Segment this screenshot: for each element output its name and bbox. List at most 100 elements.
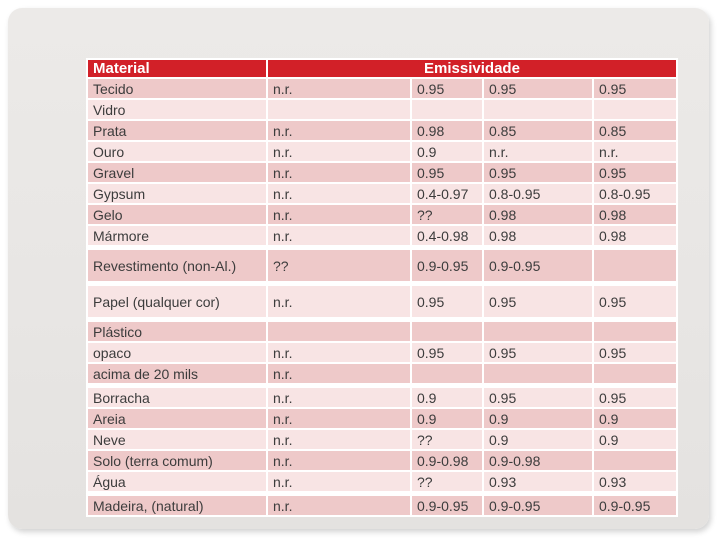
table-row: Gypsum n.r. 0.4-0.97 0.8-0.95 0.8-0.95 bbox=[88, 184, 676, 203]
cell-material: Ouro bbox=[88, 142, 266, 161]
cell-value: n.r. bbox=[268, 184, 410, 203]
cell-value: 0.9-0.98 bbox=[412, 451, 482, 470]
cell-value: 0.98 bbox=[484, 226, 592, 245]
cell-value bbox=[268, 322, 410, 341]
cell-value: 0.9 bbox=[594, 409, 676, 428]
cell-value bbox=[594, 364, 676, 383]
cell-value: 0.95 bbox=[484, 286, 592, 317]
table-row: Gelo n.r. ?? 0.98 0.98 bbox=[88, 205, 676, 224]
column-header-emissividade: Emissividade bbox=[268, 60, 676, 77]
cell-value: n.r. bbox=[484, 142, 592, 161]
table-row: acima de 20 mils n.r. bbox=[88, 364, 676, 383]
cell-value: 0.95 bbox=[484, 343, 592, 362]
cell-material: Plástico bbox=[88, 322, 266, 341]
table-row: Plástico bbox=[88, 322, 676, 341]
cell-material: Revestimento (non-Al.) bbox=[88, 250, 266, 281]
cell-value: 0.9-0.95 bbox=[412, 496, 482, 515]
cell-value: ?? bbox=[412, 205, 482, 224]
cell-value: 0.9 bbox=[594, 430, 676, 449]
table-row: Revestimento (non-Al.) ?? 0.9-0.95 0.9-0… bbox=[88, 250, 676, 281]
cell-value: 0.95 bbox=[594, 286, 676, 317]
cell-material: Borracha bbox=[88, 388, 266, 407]
cell-value bbox=[484, 364, 592, 383]
cell-value: 0.9 bbox=[412, 388, 482, 407]
cell-material: Água bbox=[88, 472, 266, 491]
cell-value: 0.95 bbox=[484, 79, 592, 98]
table-row: Papel (qualquer cor) n.r. 0.95 0.95 0.95 bbox=[88, 286, 676, 317]
cell-material: Areia bbox=[88, 409, 266, 428]
table-row: opaco n.r. 0.95 0.95 0.95 bbox=[88, 343, 676, 362]
table-row: Tecido n.r. 0.95 0.95 0.95 bbox=[88, 79, 676, 98]
table-row: Prata n.r. 0.98 0.85 0.85 bbox=[88, 121, 676, 140]
cell-value bbox=[594, 250, 676, 281]
cell-value: 0.9 bbox=[412, 409, 482, 428]
cell-value: 0.93 bbox=[484, 472, 592, 491]
cell-value: 0.95 bbox=[412, 343, 482, 362]
cell-material: acima de 20 mils bbox=[88, 364, 266, 383]
cell-value: 0.9 bbox=[412, 142, 482, 161]
cell-value: n.r. bbox=[268, 364, 410, 383]
cell-value: 0.9-0.95 bbox=[484, 496, 592, 515]
cell-value: n.r. bbox=[268, 451, 410, 470]
cell-value: 0.95 bbox=[594, 388, 676, 407]
cell-value: 0.93 bbox=[594, 472, 676, 491]
cell-value: 0.95 bbox=[484, 388, 592, 407]
cell-material: opaco bbox=[88, 343, 266, 362]
table-header-row: Material Emissividade bbox=[88, 60, 676, 77]
cell-material: Papel (qualquer cor) bbox=[88, 286, 266, 317]
cell-value: 0.95 bbox=[594, 163, 676, 182]
slide-canvas: Material Emissividade Tecido n.r. 0.95 0… bbox=[8, 8, 709, 529]
table-row: Solo (terra comum) n.r. 0.9-0.98 0.9-0.9… bbox=[88, 451, 676, 470]
cell-value: n.r. bbox=[268, 121, 410, 140]
emissivity-table: Material Emissividade Tecido n.r. 0.95 0… bbox=[86, 58, 678, 517]
column-header-material: Material bbox=[88, 60, 266, 77]
cell-value: 0.9-0.98 bbox=[484, 451, 592, 470]
cell-value: 0.8-0.95 bbox=[594, 184, 676, 203]
cell-material: Gravel bbox=[88, 163, 266, 182]
cell-material: Madeira, (natural) bbox=[88, 496, 266, 515]
table-row: Ouro n.r. 0.9 n.r. n.r. bbox=[88, 142, 676, 161]
cell-material: Tecido bbox=[88, 79, 266, 98]
cell-value: ?? bbox=[412, 472, 482, 491]
cell-value bbox=[412, 364, 482, 383]
cell-value: 0.98 bbox=[594, 205, 676, 224]
cell-material: Gelo bbox=[88, 205, 266, 224]
cell-value: 0.9 bbox=[484, 409, 592, 428]
cell-value: n.r. bbox=[268, 79, 410, 98]
cell-value: 0.4-0.97 bbox=[412, 184, 482, 203]
cell-value: 0.9-0.95 bbox=[412, 250, 482, 281]
cell-material: Vidro bbox=[88, 100, 266, 119]
table-row: Gravel n.r. 0.95 0.95 0.95 bbox=[88, 163, 676, 182]
cell-value: 0.9-0.95 bbox=[484, 250, 592, 281]
table-row: Madeira, (natural) n.r. 0.9-0.95 0.9-0.9… bbox=[88, 496, 676, 515]
cell-value: 0.95 bbox=[412, 163, 482, 182]
cell-value: n.r. bbox=[268, 409, 410, 428]
cell-value: n.r. bbox=[268, 163, 410, 182]
cell-value: n.r. bbox=[268, 205, 410, 224]
cell-value: n.r. bbox=[268, 430, 410, 449]
cell-value: 0.9-0.95 bbox=[594, 496, 676, 515]
cell-value bbox=[594, 100, 676, 119]
cell-material: Neve bbox=[88, 430, 266, 449]
cell-value: 0.98 bbox=[484, 205, 592, 224]
cell-value: 0.8-0.95 bbox=[484, 184, 592, 203]
cell-value: n.r. bbox=[268, 472, 410, 491]
table-row: Vidro bbox=[88, 100, 676, 119]
cell-value: 0.85 bbox=[484, 121, 592, 140]
table-row: Borracha n.r. 0.9 0.95 0.95 bbox=[88, 388, 676, 407]
cell-value: 0.9 bbox=[484, 430, 592, 449]
cell-value bbox=[594, 451, 676, 470]
cell-value: ?? bbox=[268, 250, 410, 281]
cell-material: Prata bbox=[88, 121, 266, 140]
cell-value: n.r. bbox=[268, 496, 410, 515]
table-row: Neve n.r. ?? 0.9 0.9 bbox=[88, 430, 676, 449]
cell-value: n.r. bbox=[268, 286, 410, 317]
cell-value bbox=[412, 322, 482, 341]
cell-value: 0.98 bbox=[594, 226, 676, 245]
cell-value: 0.95 bbox=[412, 79, 482, 98]
cell-material: Gypsum bbox=[88, 184, 266, 203]
cell-value bbox=[268, 100, 410, 119]
cell-value: 0.4-0.98 bbox=[412, 226, 482, 245]
cell-value: 0.95 bbox=[484, 163, 592, 182]
cell-value bbox=[484, 100, 592, 119]
